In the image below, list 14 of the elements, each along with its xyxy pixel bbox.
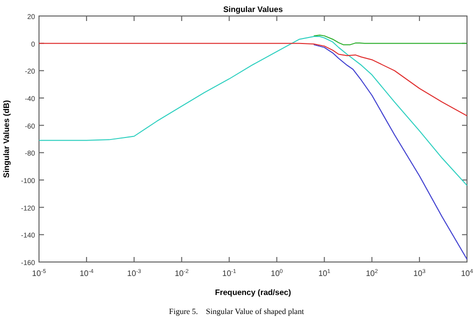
chart-title: Singular Values <box>223 5 284 14</box>
x-tick-label: 10$^{0}$ <box>270 269 283 278</box>
x-tick-label: 10$^{4}$ <box>460 269 473 278</box>
x-axis-title: Frequency (rad/sec) <box>214 288 292 297</box>
x-tick-label: 10$^{-1}$ <box>222 269 236 278</box>
x-tick-label: 10$^{-2}$ <box>174 269 189 278</box>
y-axis-title: Singular Values (dB) <box>2 100 11 178</box>
x-tick-label: 10$^{1}$ <box>318 269 330 278</box>
x-tick-label: 10$^{-5}$ <box>32 269 46 278</box>
x-tick-label: 10$^{-4}$ <box>80 269 94 278</box>
x-tick-label: 10$^{-3}$ <box>127 269 142 278</box>
x-tick-label: 10$^{3}$ <box>413 269 426 278</box>
caption: Figure 5. Singular Value of shaped plant <box>169 307 305 316</box>
x-tick-label: 10$^{2}$ <box>366 269 378 278</box>
